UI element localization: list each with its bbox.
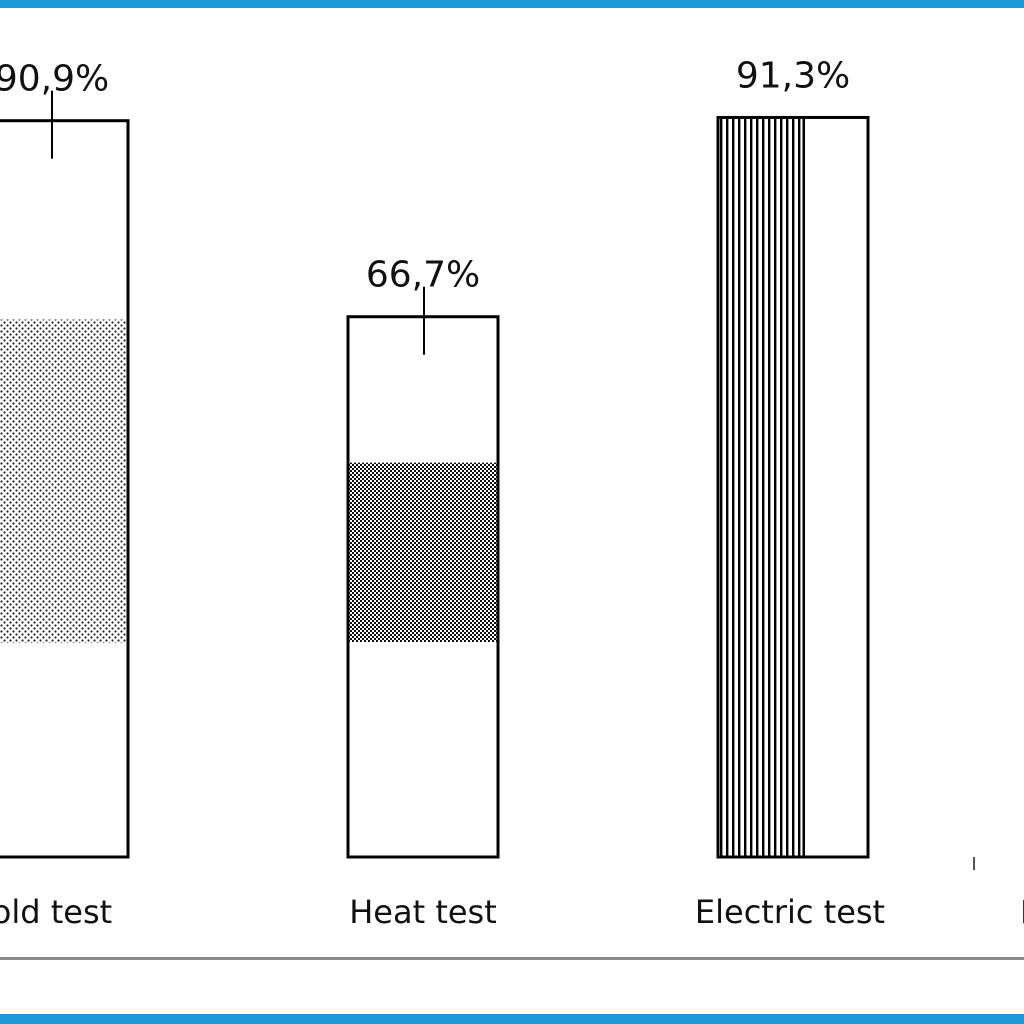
category-label-2: Heat test	[349, 893, 497, 931]
category-label-1: old test	[0, 893, 112, 931]
category-label-3: Electric test	[695, 893, 885, 931]
value-label-3: 91,3%	[736, 55, 850, 96]
top-accent-band	[0, 0, 1024, 8]
bottom-accent-band	[0, 1014, 1024, 1024]
bar-1-pattern	[0, 319, 127, 643]
value-label-1: 90,9%	[0, 59, 109, 100]
bars-layer	[0, 90, 975, 870]
bottom-divider	[0, 957, 1024, 960]
bar-2-pattern	[349, 462, 497, 642]
bar-3-pattern	[719, 118, 805, 856]
category-label-4: F	[1020, 893, 1024, 931]
value-label-2: 66,7%	[366, 255, 480, 296]
labels-layer: 90,9% old test 66,7% Heat test 91,3% Electric…	[0, 55, 1024, 931]
